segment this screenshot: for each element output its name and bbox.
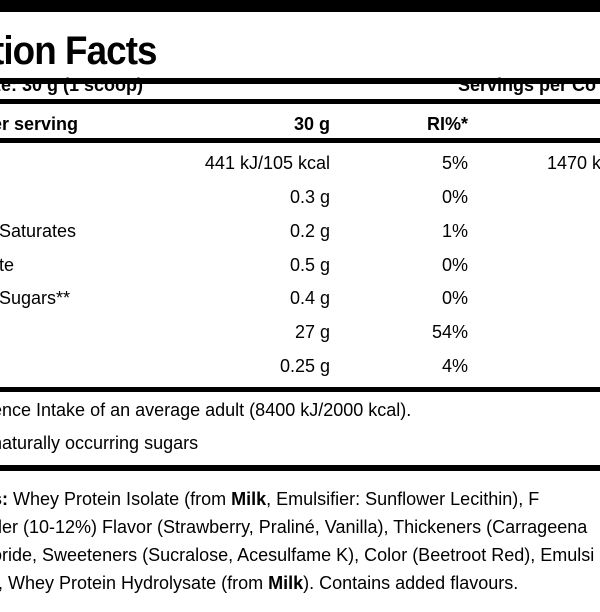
allergen-milk: Milk: [231, 489, 267, 509]
amount-header: 30 g: [293, 114, 330, 134]
nutrient-extra: 1470 k: [547, 153, 600, 173]
table-divider: [0, 387, 600, 392]
serving-size: ze: 30 g (1 scoop): [0, 75, 144, 95]
nutrient-amount: 0.2 g: [289, 221, 330, 241]
nutrient-ri: 0%: [441, 187, 468, 207]
ingredients-line: oride, Sweeteners (Sucralose, Acesulfame…: [0, 545, 595, 565]
nutrition-label: tion Facts ze: 30 g (1 scoop) Servings p…: [0, 12, 600, 612]
allergen-milk: Milk: [268, 573, 304, 593]
serving-divider: [0, 99, 600, 104]
nutrient-amount: 27 g: [294, 322, 330, 342]
ingredients-line: der (10-12%) Flavor (Strawberry, Praliné…: [0, 517, 588, 537]
nutrient-name: te: [0, 255, 15, 275]
ingredients-line: s: Whey Protein Isolate (from Milk, Emul…: [0, 489, 539, 510]
sugars-footnote: naturally occurring sugars: [0, 433, 199, 453]
nutrient-amount: 0.4 g: [289, 288, 330, 308]
nutrient-name: Saturates: [0, 221, 77, 241]
label-title: tion Facts: [0, 29, 158, 73]
notes-divider: [0, 465, 600, 471]
servings-per-container: Servings per Co: [458, 75, 597, 95]
nutrient-name: Sugars**: [0, 288, 71, 308]
nutrient-ri: 5%: [441, 153, 468, 173]
nutrient-ri: 1%: [441, 221, 468, 241]
nutrient-amount: 441 kJ/105 kcal: [204, 153, 330, 173]
per-serving-header: er serving: [0, 114, 79, 134]
title-divider: [0, 78, 600, 84]
nutrient-ri: 4%: [441, 356, 468, 376]
ingredients-heading: s:: [0, 489, 9, 509]
header-divider: [0, 138, 600, 143]
ingredients-line: ), Whey Protein Hydrolysate (from Milk).…: [0, 573, 519, 593]
ri-footnote: ence Intake of an average adult (8400 kJ…: [0, 400, 412, 420]
nutrient-ri: 0%: [441, 255, 468, 275]
nutrient-amount: 0.3 g: [289, 187, 330, 207]
nutrient-ri: 54%: [431, 322, 468, 342]
nutrient-ri: 0%: [441, 288, 468, 308]
nutrient-amount: 0.5 g: [289, 255, 330, 275]
nutrient-amount: 0.25 g: [279, 356, 330, 376]
ri-header: RI%*: [426, 114, 468, 134]
